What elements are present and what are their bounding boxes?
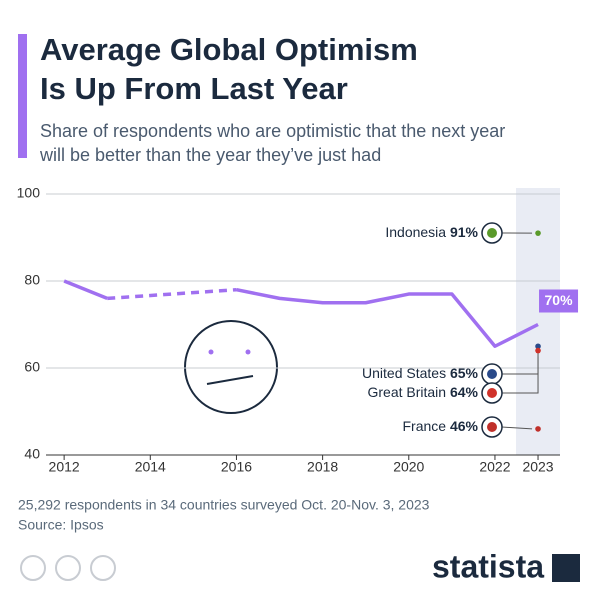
point xyxy=(535,347,541,354)
point-label: Indonesia 91% xyxy=(385,224,478,240)
point-value: 64% xyxy=(450,384,479,400)
point-label: United States 65% xyxy=(362,365,479,381)
y-tick-label: 80 xyxy=(24,272,40,288)
subtitle: Share of respondents who are optimistic … xyxy=(40,121,505,141)
smiley xyxy=(184,320,278,414)
title-bar xyxy=(18,34,27,158)
subtitle: will be better than the year they’ve jus… xyxy=(39,145,381,165)
line xyxy=(63,279,108,301)
flag-accent xyxy=(487,388,497,398)
line xyxy=(236,287,539,348)
point-name: Indonesia xyxy=(385,224,446,240)
flag-accent xyxy=(487,228,497,238)
point xyxy=(535,343,541,350)
highlight-band xyxy=(516,188,560,455)
point-label: Great Britain 64% xyxy=(367,384,478,400)
point-name: United States xyxy=(362,365,446,381)
chart-title: Is Up From Last Year xyxy=(40,71,348,106)
x-tick-label: 2014 xyxy=(135,459,166,475)
source: Source: Ipsos xyxy=(18,517,104,533)
end-label-box xyxy=(539,289,579,313)
x-tick-label: 2016 xyxy=(221,459,252,475)
x-tick-label: 2012 xyxy=(49,459,80,475)
gap-bridge xyxy=(107,287,237,301)
x-tick-label: 2022 xyxy=(479,459,510,475)
note: 25,292 respondents in 34 countries surve… xyxy=(18,497,430,513)
license-icons xyxy=(20,555,116,581)
point-name: Great Britain xyxy=(367,384,446,400)
y-tick-label: 60 xyxy=(24,359,40,375)
end-label: 70% xyxy=(545,292,574,308)
brand-icon xyxy=(552,554,580,582)
point-value: 46% xyxy=(450,418,479,434)
x-tick-label: 2023 xyxy=(522,459,553,475)
point-value: 91% xyxy=(450,224,479,240)
x-tick-label: 2020 xyxy=(393,459,424,475)
brand: statista xyxy=(432,548,544,584)
chart-title: Average Global Optimism xyxy=(40,32,418,67)
point-value: 65% xyxy=(450,365,479,381)
point xyxy=(535,230,541,236)
flag-accent xyxy=(487,422,497,432)
leader-line xyxy=(501,426,533,430)
leader-line xyxy=(502,356,539,394)
x-tick-label: 2018 xyxy=(307,459,338,475)
y-tick-label: 40 xyxy=(24,446,40,462)
point-label: France 46% xyxy=(403,418,479,434)
point xyxy=(535,426,541,432)
y-tick-label: 100 xyxy=(17,185,41,201)
point-name: France xyxy=(403,418,447,434)
flag-accent xyxy=(487,369,497,379)
